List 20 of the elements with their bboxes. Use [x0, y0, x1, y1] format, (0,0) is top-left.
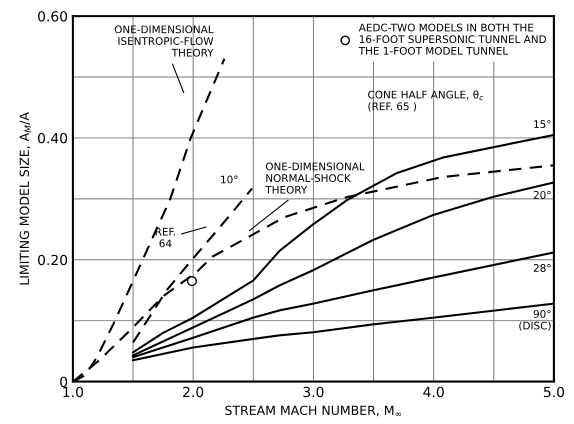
x-axis-title: STREAM MACH NUMBER, M$_{∞}$: [225, 406, 402, 416]
y-tick-label: 0: [60, 376, 68, 388]
x-tick-label: 4.0: [423, 386, 444, 398]
x-tick-label: 3.0: [303, 386, 324, 398]
series-label: 20°: [534, 190, 551, 199]
legend-label: AEDC-TWO MODELS IN BOTH THE 16-FOOT SUPERSONIC TUNNEL AND THE 1-FOOT MODEL TUNNEL: [358, 24, 546, 55]
series-label: 90° (DISC): [519, 310, 551, 331]
series-label: 15°: [534, 120, 551, 128]
x-tick-label: 2.0: [183, 386, 204, 398]
y-tick-label: 0.40: [38, 132, 68, 144]
x-tick-label: 5.0: [544, 386, 564, 398]
series-label: 28°: [534, 264, 551, 272]
y-axis-title: LIMITING MODEL SIZE, A$_{M}$/A: [20, 112, 31, 285]
series-label: ONE-DIMENSIONAL ISENTROPIC-FLOW THEORY: [114, 25, 214, 57]
x-tick-label: 1.0: [63, 386, 84, 398]
series-label: 10°: [221, 176, 238, 184]
y-tick-label: 0.20: [38, 254, 68, 266]
series-label: ONE-DIMENSIONAL NORMAL-SHOCK THEORY: [265, 162, 365, 194]
text: CONE HALF ANGLE, θ$_{c}$ (REF. 65 ): [368, 90, 484, 112]
y-tick-label: 0.60: [38, 11, 68, 22]
